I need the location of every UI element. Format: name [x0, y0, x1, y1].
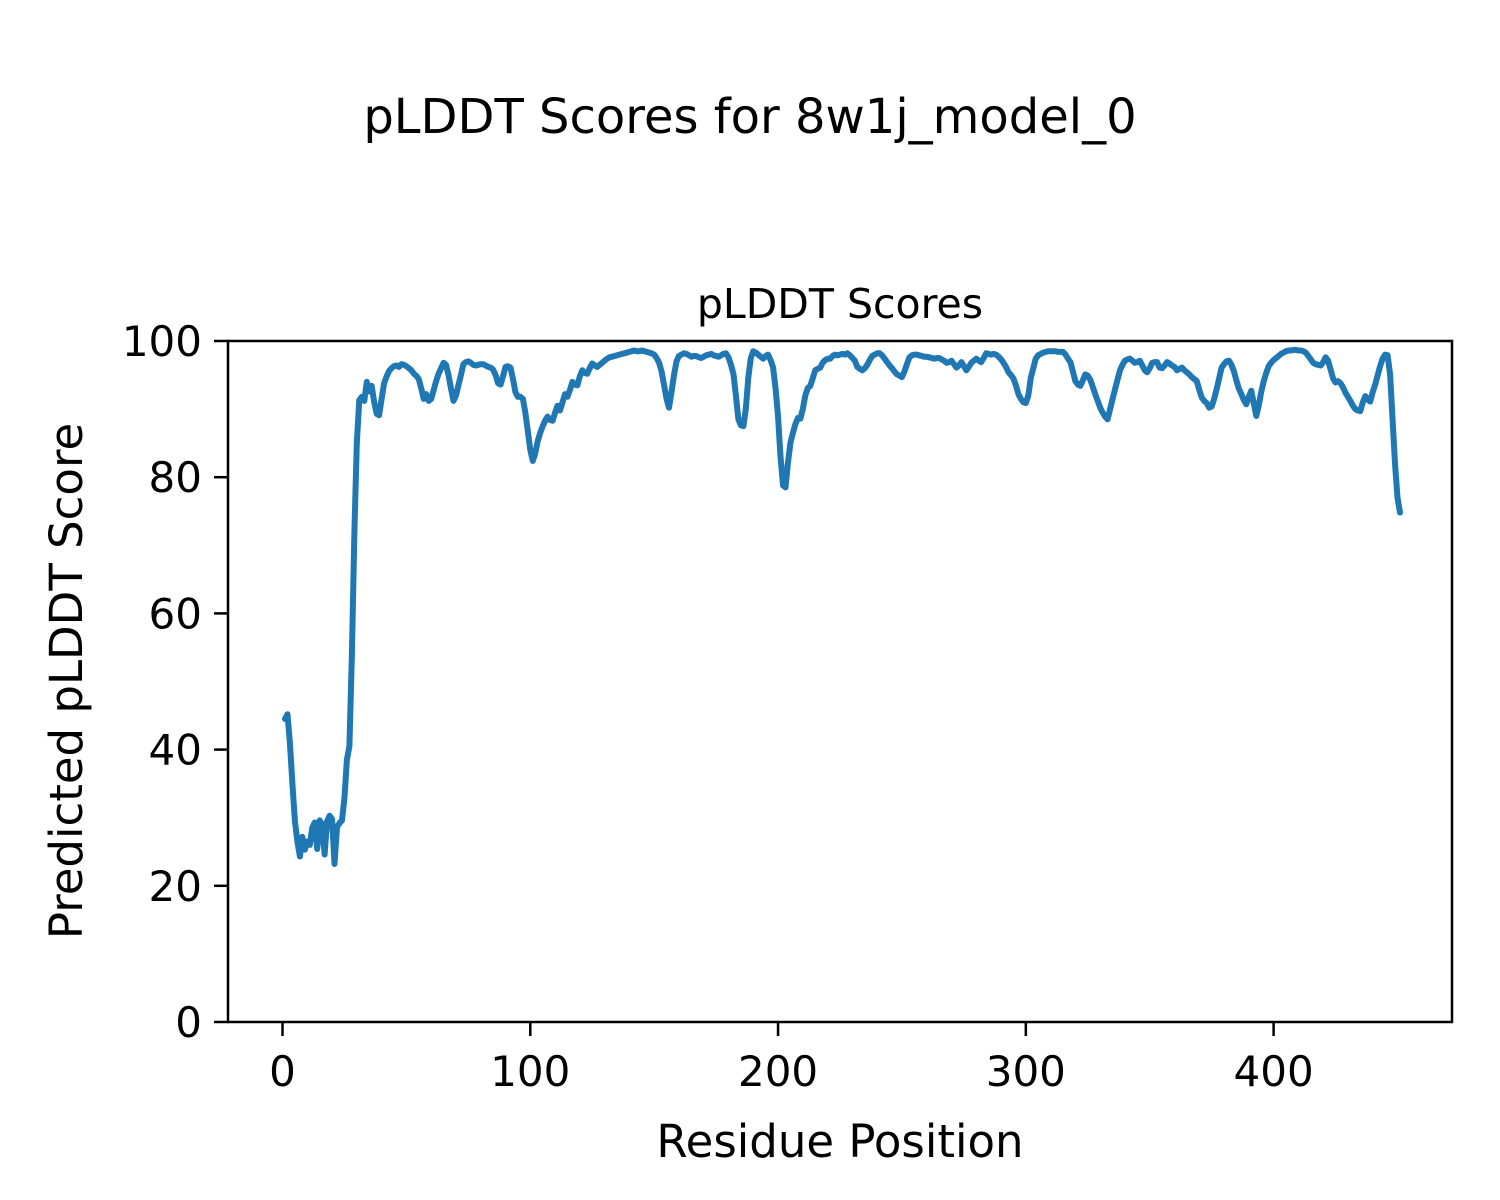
plddt-line-series	[282, 346, 1403, 867]
x-tick-label: 300	[986, 1047, 1066, 1096]
y-tick-label: 60	[149, 589, 202, 638]
x-tick-label: 200	[738, 1047, 818, 1096]
y-tick-label: 40	[149, 726, 202, 775]
y-tick-label: 80	[149, 453, 202, 502]
y-tick-label: 100	[122, 317, 202, 366]
y-tick-label: 0	[175, 998, 202, 1047]
x-axis-label: Residue Position	[656, 1115, 1023, 1168]
figure-suptitle: pLDDT Scores for 8w1j_model_0	[363, 89, 1136, 145]
x-axis-ticks: 0 100 200 300 400	[269, 1022, 1314, 1096]
x-tick-label: 400	[1234, 1047, 1314, 1096]
y-tick-label: 20	[149, 862, 202, 911]
y-axis-ticks: 0 20 40 60 80 100	[122, 317, 228, 1047]
x-tick-label: 100	[490, 1047, 570, 1096]
axes-title: pLDDT Scores	[697, 280, 983, 328]
x-tick-label: 0	[269, 1047, 296, 1096]
plot-area-frame	[226, 339, 1454, 1024]
y-axis-label: Predicted pLDDT Score	[40, 423, 93, 939]
